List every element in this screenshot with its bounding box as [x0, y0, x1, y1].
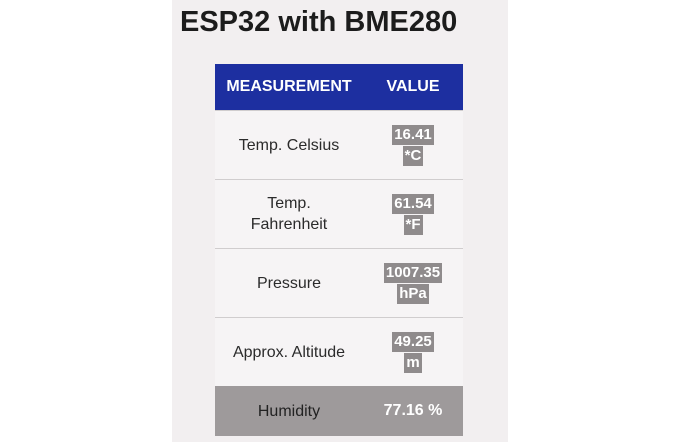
row-temp-celsius: Temp. Celsius 16.41 *C — [215, 110, 463, 180]
humidity-value: 77.16 % — [363, 386, 463, 436]
row-humidity: Humidity 77.16 % — [215, 386, 463, 436]
measurement-label: Pressure — [215, 248, 363, 318]
reading-unit: hPa — [397, 283, 429, 304]
value-cell: 1007.35 hPa — [363, 248, 463, 318]
reading-value: 1007.35 — [383, 262, 443, 283]
measurement-label-text: Temp. Celsius — [238, 136, 340, 154]
reading-value: 16.41 — [392, 124, 434, 145]
measurement-label: Humidity — [215, 386, 363, 436]
reading-unit: *F — [403, 214, 423, 235]
measurement-label: Approx. Altitude — [215, 317, 363, 386]
measurement-label: Temp. Celsius — [215, 110, 363, 180]
header-value: VALUE — [363, 64, 463, 111]
header-measurement: MEASUREMENT — [215, 64, 363, 111]
reading-unit: m — [404, 352, 422, 373]
value-cell: 61.54 *F — [363, 179, 463, 249]
reading-value: 49.25 — [392, 331, 434, 352]
measurement-label-text: Approx. Altitude — [232, 343, 346, 361]
row-altitude: Approx. Altitude 49.25 m — [215, 317, 463, 386]
measurement-label-text: Temp. — [267, 195, 311, 212]
reading-unit: *C — [402, 145, 424, 166]
row-pressure: Pressure 1007.35 hPa — [215, 248, 463, 318]
value-cell: 16.41 *C — [363, 110, 463, 180]
page-title: ESP32 with BME280 — [180, 6, 458, 38]
table-header-row: MEASUREMENT VALUE — [215, 64, 463, 111]
measurement-label-text: Pressure — [256, 274, 322, 292]
measurement-label-text-line2: Fahrenheit — [250, 216, 328, 233]
measurement-label: Temp. Fahrenheit — [215, 179, 363, 249]
reading-value: 61.54 — [392, 193, 434, 214]
row-temp-fahrenheit: Temp. Fahrenheit 61.54 *F — [215, 179, 463, 249]
readings-table: MEASUREMENT VALUE Temp. Celsius 16.41 *C — [215, 64, 463, 436]
value-cell: 49.25 m — [363, 317, 463, 386]
web-page-screen: ESP32 with BME280 MEASUREMENT VALUE Temp… — [172, 0, 508, 442]
